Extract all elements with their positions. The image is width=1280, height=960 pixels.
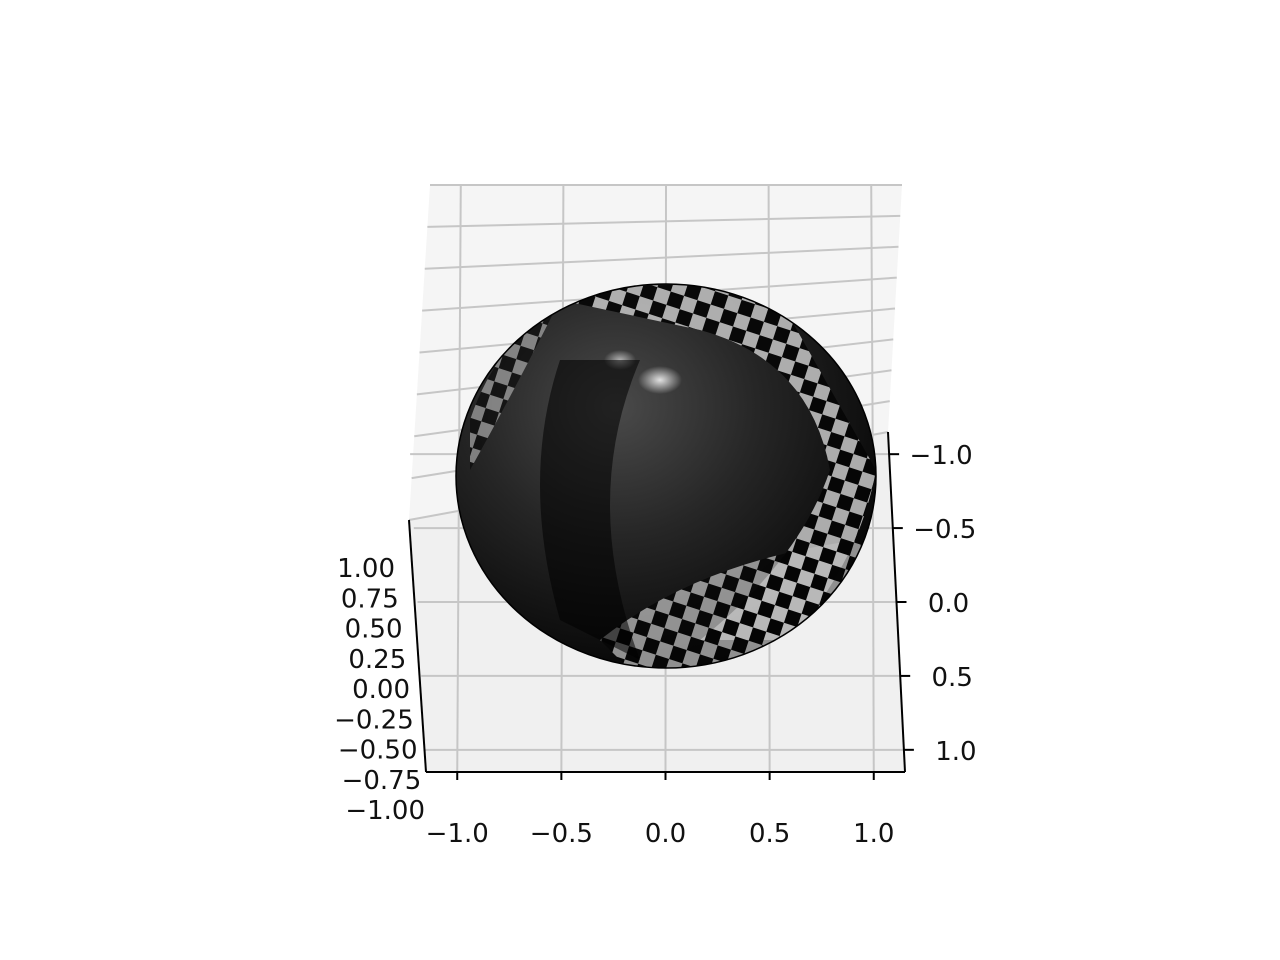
y-tick-label: 0.5 xyxy=(932,663,973,693)
y-tick-label: −1.0 xyxy=(910,441,973,471)
y-tick-label: 0.0 xyxy=(928,589,969,619)
z-tick-label: −0.75 xyxy=(342,766,422,796)
z-tick-label: 0.00 xyxy=(352,675,410,705)
x-tick-label: −0.5 xyxy=(530,819,593,849)
z-tick-label: 0.50 xyxy=(345,615,403,645)
y-tick-label: −0.5 xyxy=(913,515,976,545)
z-tick-label: −0.25 xyxy=(334,705,414,735)
y-tick-label: 1.0 xyxy=(935,737,976,767)
z-tick-label: −0.50 xyxy=(338,736,418,766)
x-tick-label: 0.5 xyxy=(749,819,790,849)
z-tick-label: 1.00 xyxy=(337,554,395,584)
x-tick-label: 1.0 xyxy=(853,819,894,849)
z-tick-label: 0.75 xyxy=(341,584,399,614)
z-tick-label: 0.25 xyxy=(348,645,406,675)
z-tick-label: −1.00 xyxy=(345,796,425,826)
x-tick-label: −1.0 xyxy=(426,819,489,849)
x-tick-labels: −1.0 −0.5 0.0 0.5 1.0 xyxy=(426,819,895,849)
z-tick-labels: 1.000.750.500.250.00−0.25−0.50−0.75−1.00 xyxy=(334,554,425,826)
y-tick-labels: −1.0 −0.5 0.0 0.5 1.0 xyxy=(910,441,977,767)
x-tick-label: 0.0 xyxy=(645,819,686,849)
